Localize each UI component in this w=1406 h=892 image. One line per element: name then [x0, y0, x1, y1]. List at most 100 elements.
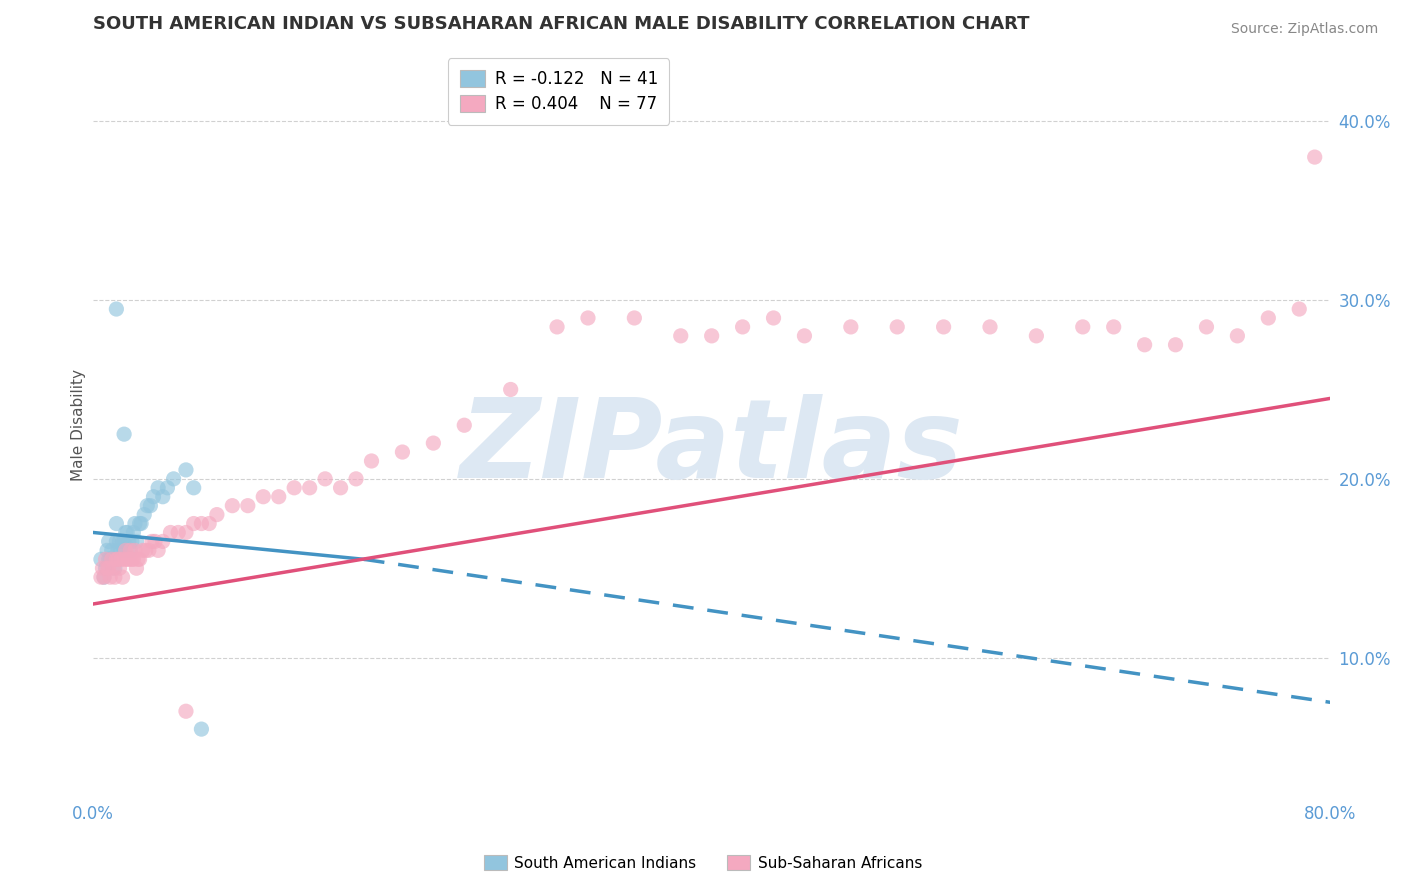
Point	[138, 543, 160, 558]
Point	[298, 481, 321, 495]
Point	[122, 552, 145, 566]
Point	[125, 534, 148, 549]
Point	[97, 561, 120, 575]
Point	[143, 534, 166, 549]
Point	[90, 570, 112, 584]
Point	[146, 481, 169, 495]
Point	[124, 516, 146, 531]
Point	[267, 490, 290, 504]
Point	[152, 534, 174, 549]
Point	[112, 427, 135, 442]
Point	[93, 570, 115, 584]
Point	[1257, 310, 1279, 325]
Point	[96, 543, 118, 558]
Point	[115, 552, 138, 566]
Point	[124, 543, 146, 558]
Point	[120, 543, 142, 558]
Point	[1133, 338, 1156, 352]
Point	[190, 722, 212, 736]
Text: SOUTH AMERICAN INDIAN VS SUBSAHARAN AFRICAN MALE DISABILITY CORRELATION CHART: SOUTH AMERICAN INDIAN VS SUBSAHARAN AFRI…	[93, 15, 1029, 33]
Point	[128, 552, 150, 566]
Point	[104, 570, 127, 584]
Point	[107, 543, 129, 558]
Point	[174, 704, 197, 718]
Point	[146, 543, 169, 558]
Point	[329, 481, 352, 495]
Point	[97, 534, 120, 549]
Point	[94, 561, 117, 575]
Point	[156, 481, 179, 495]
Point	[198, 516, 221, 531]
Point	[128, 516, 150, 531]
Point	[112, 552, 135, 566]
Point	[104, 561, 127, 575]
Point	[252, 490, 274, 504]
Point	[139, 499, 162, 513]
Point	[162, 472, 184, 486]
Point	[136, 499, 159, 513]
Point	[183, 481, 205, 495]
Point	[98, 552, 121, 566]
Point	[839, 319, 862, 334]
Point	[886, 319, 908, 334]
Point	[105, 301, 128, 316]
Point	[183, 516, 205, 531]
Point	[111, 570, 134, 584]
Point	[1071, 319, 1094, 334]
Point	[979, 319, 1001, 334]
Point	[134, 508, 156, 522]
Point	[1164, 338, 1187, 352]
Point	[112, 543, 135, 558]
Point	[112, 534, 135, 549]
Point	[115, 525, 138, 540]
Point	[114, 543, 136, 558]
Point	[167, 525, 190, 540]
Point	[108, 561, 131, 575]
Point	[129, 516, 152, 531]
Point	[121, 534, 143, 549]
Point	[114, 525, 136, 540]
Point	[105, 516, 128, 531]
Point	[110, 543, 132, 558]
Point	[135, 543, 157, 558]
Point	[120, 543, 142, 558]
Point	[1288, 301, 1310, 316]
Point	[283, 481, 305, 495]
Legend: R = -0.122   N = 41, R = 0.404    N = 77: R = -0.122 N = 41, R = 0.404 N = 77	[449, 58, 669, 125]
Point	[108, 534, 131, 549]
Point	[125, 561, 148, 575]
Point	[91, 561, 114, 575]
Point	[731, 319, 754, 334]
Point	[793, 329, 815, 343]
Point	[1226, 329, 1249, 343]
Point	[360, 454, 382, 468]
Point	[546, 319, 568, 334]
Text: ZIPatlas: ZIPatlas	[460, 394, 963, 501]
Y-axis label: Male Disability: Male Disability	[72, 369, 86, 481]
Point	[422, 436, 444, 450]
Point	[221, 499, 243, 513]
Point	[314, 472, 336, 486]
Point	[96, 561, 118, 575]
Point	[107, 552, 129, 566]
Point	[1195, 319, 1218, 334]
Point	[121, 552, 143, 566]
Point	[110, 552, 132, 566]
Point	[205, 508, 228, 522]
Point	[159, 525, 181, 540]
Point	[105, 552, 128, 566]
Text: Source: ZipAtlas.com: Source: ZipAtlas.com	[1230, 22, 1378, 37]
Point	[122, 525, 145, 540]
Point	[700, 329, 723, 343]
Point	[90, 552, 112, 566]
Point	[236, 499, 259, 513]
Point	[93, 570, 115, 584]
Point	[669, 329, 692, 343]
Point	[94, 552, 117, 566]
Point	[100, 552, 122, 566]
Point	[105, 534, 128, 549]
Point	[97, 552, 120, 566]
Point	[1303, 150, 1326, 164]
Point	[576, 310, 599, 325]
Point	[131, 543, 153, 558]
